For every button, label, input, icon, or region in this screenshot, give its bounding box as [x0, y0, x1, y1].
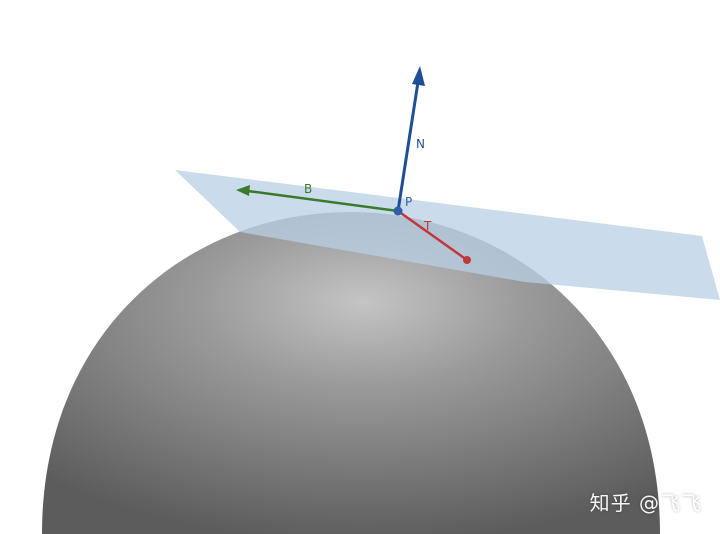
normal-label: N — [416, 137, 425, 151]
tangent-plane — [175, 170, 720, 300]
sphere — [42, 212, 660, 534]
binormal-label: B — [304, 182, 312, 196]
point-label: P — [405, 195, 412, 209]
tangent-label: T — [423, 219, 432, 233]
binormal-vector — [236, 185, 399, 213]
tangent-vector — [397, 209, 471, 264]
watermark: 知乎 @飞飞 — [589, 491, 702, 515]
normal-vector — [396, 66, 425, 212]
point-p — [393, 206, 403, 216]
